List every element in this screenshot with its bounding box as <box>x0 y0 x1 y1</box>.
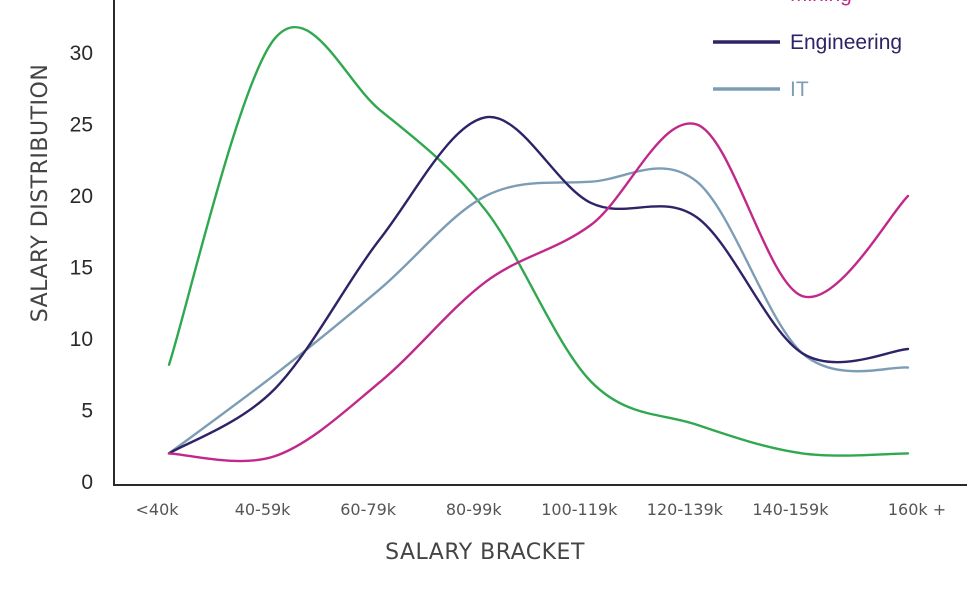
series-line-it <box>167 167 910 455</box>
x-tick-label: 80-99k <box>446 500 502 519</box>
plot-lines <box>167 26 910 463</box>
x-tick-label: 160k + <box>888 500 946 519</box>
series-line-green <box>167 26 910 457</box>
legend-label-it: IT <box>790 78 809 101</box>
y-axis: 0 5 10 15 20 25 30 <box>70 0 115 494</box>
y-tick-label: 30 <box>70 42 93 65</box>
series-line-mining <box>167 122 910 463</box>
x-tick-label: 40-59k <box>235 500 291 519</box>
y-tick-label: 25 <box>70 114 93 137</box>
x-tick-label: 100-119k <box>541 500 618 519</box>
y-tick-label: 10 <box>70 328 93 351</box>
y-axis-title: SALARY DISTRIBUTION <box>28 64 53 323</box>
x-tick-label: 140-159k <box>752 500 829 519</box>
y-tick-label: 15 <box>70 257 93 280</box>
series-line-engineering <box>167 116 910 455</box>
x-axis-title: SALARY BRACKET <box>385 540 585 565</box>
y-tick-label: 5 <box>81 400 93 423</box>
x-tick-label: <40k <box>135 500 179 519</box>
y-tick-label: 0 <box>81 471 93 494</box>
y-tick-label: 20 <box>70 185 93 208</box>
x-tick-label: 60-79k <box>340 500 396 519</box>
x-axis: <40k 40-59k 60-79k 80-99k 100-119k 120-139k 14… <box>113 484 967 519</box>
legend-label-mining: Mining <box>790 0 852 6</box>
x-tick-label: 120-139k <box>647 500 724 519</box>
legend: Mining Engineering IT <box>713 0 902 101</box>
legend-label-engineering: Engineering <box>790 31 902 54</box>
